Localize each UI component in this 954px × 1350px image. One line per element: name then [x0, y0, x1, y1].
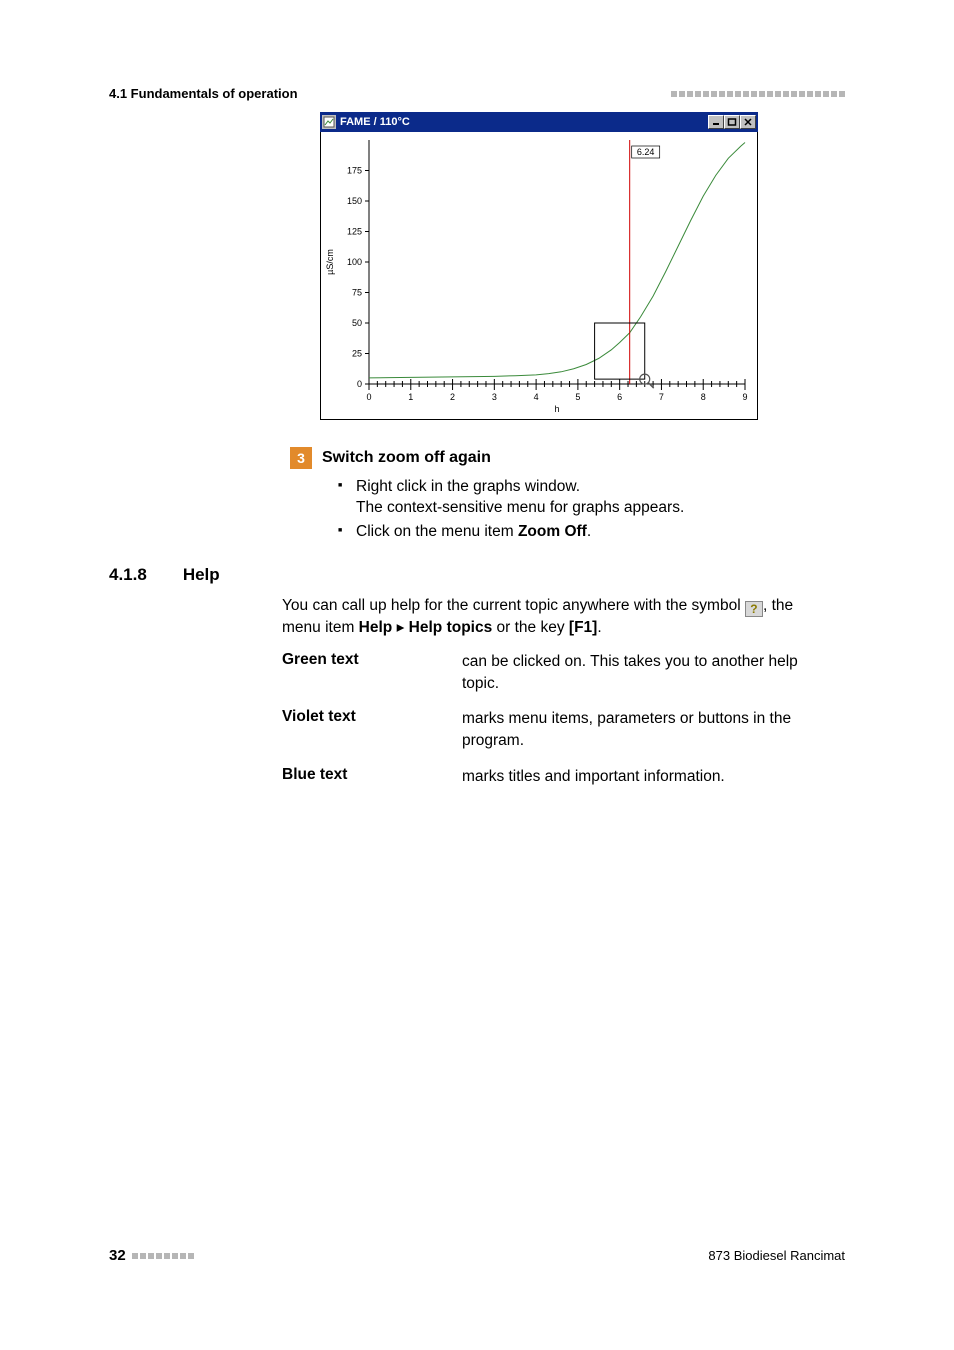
intro-paragraph: You can call up help for the current top…	[282, 595, 804, 640]
svg-text:0: 0	[357, 379, 362, 389]
svg-text:8: 8	[701, 392, 706, 402]
svg-text:0: 0	[366, 392, 371, 402]
bullet-text: Right click in the graphs window.	[356, 478, 580, 495]
definition-term: Blue text	[282, 766, 462, 788]
step-title: Switch zoom off again	[322, 449, 491, 467]
intro-text: .	[597, 619, 601, 636]
page-number: 32	[109, 1247, 126, 1264]
intro-bold: Help	[359, 619, 393, 636]
svg-text:125: 125	[347, 227, 362, 237]
section-title: Help	[183, 565, 220, 585]
svg-text:175: 175	[347, 166, 362, 176]
step-number-badge: 3	[290, 447, 312, 469]
svg-text:50: 50	[352, 318, 362, 328]
definition-term: Green text	[282, 651, 462, 694]
footer-product-name: 873 Biodiesel Rancimat	[708, 1248, 845, 1263]
maximize-button[interactable]	[724, 115, 740, 129]
bullet-text: .	[587, 523, 591, 540]
svg-text:7: 7	[659, 392, 664, 402]
svg-text:6: 6	[617, 392, 622, 402]
footer-decor-boxes	[132, 1253, 194, 1259]
svg-text:100: 100	[347, 257, 362, 267]
svg-text:150: 150	[347, 196, 362, 206]
svg-text:9: 9	[742, 392, 747, 402]
definition-row: Green text can be clicked on. This takes…	[282, 651, 804, 694]
chart-title: FAME / 110°C	[340, 116, 410, 128]
svg-text:µS/cm: µS/cm	[325, 249, 335, 275]
svg-text:3: 3	[492, 392, 497, 402]
svg-text:5: 5	[575, 392, 580, 402]
definition-desc: can be clicked on. This takes you to ano…	[462, 651, 804, 694]
svg-text:h: h	[554, 404, 559, 414]
svg-text:2: 2	[450, 392, 455, 402]
intro-text: You can call up help for the current top…	[282, 597, 745, 614]
header-section-label: 4.1 Fundamentals of operation	[109, 86, 298, 101]
help-icon: ?	[745, 601, 763, 617]
svg-text:25: 25	[352, 349, 362, 359]
svg-text:6.24: 6.24	[637, 147, 655, 157]
definition-term: Violet text	[282, 708, 462, 751]
bullet-text: The context-sensitive menu for graphs ap…	[356, 499, 684, 516]
intro-text: or the key	[492, 619, 569, 636]
header-decor-boxes	[671, 91, 845, 97]
svg-text:75: 75	[352, 288, 362, 298]
definition-list: Green text can be clicked on. This takes…	[282, 651, 804, 801]
definition-desc: marks titles and important information.	[462, 766, 804, 788]
intro-bold: Help topics	[409, 619, 493, 636]
close-button[interactable]	[740, 115, 756, 129]
bullet-text-bold: Zoom Off	[518, 523, 587, 540]
svg-text:4: 4	[534, 392, 539, 402]
intro-sep: ▸	[392, 619, 408, 636]
svg-text:1: 1	[408, 392, 413, 402]
chart-titlebar: FAME / 110°C	[320, 112, 758, 132]
chart-window: FAME / 110°C 0255075100125150175µS/cm012…	[320, 112, 758, 420]
minimize-button[interactable]	[708, 115, 724, 129]
list-item: Right click in the graphs window. The co…	[338, 476, 794, 519]
definition-row: Violet text marks menu items, parameters…	[282, 708, 804, 751]
step-bullet-list: Right click in the graphs window. The co…	[338, 476, 794, 544]
list-item: Click on the menu item Zoom Off.	[338, 521, 794, 542]
window-app-icon	[322, 115, 336, 129]
definition-desc: marks menu items, parameters or buttons …	[462, 708, 804, 751]
chart-svg: 0 25 50 75 100 125 150 175 µS/cm 0 1 2 3 4 5 6 7 8 9 h 6.24	[321, 132, 757, 414]
definition-row: Blue text marks titles and important inf…	[282, 766, 804, 788]
bullet-text: Click on the menu item	[356, 523, 518, 540]
chart-plot-area[interactable]: 0 25 50 75 100 125 150 175 µS/cm 0 1 2 3 4 5 6 7 8 9 h 6.24	[320, 132, 758, 420]
intro-bold: [F1]	[569, 619, 597, 636]
section-number: 4.1.8	[109, 565, 147, 585]
